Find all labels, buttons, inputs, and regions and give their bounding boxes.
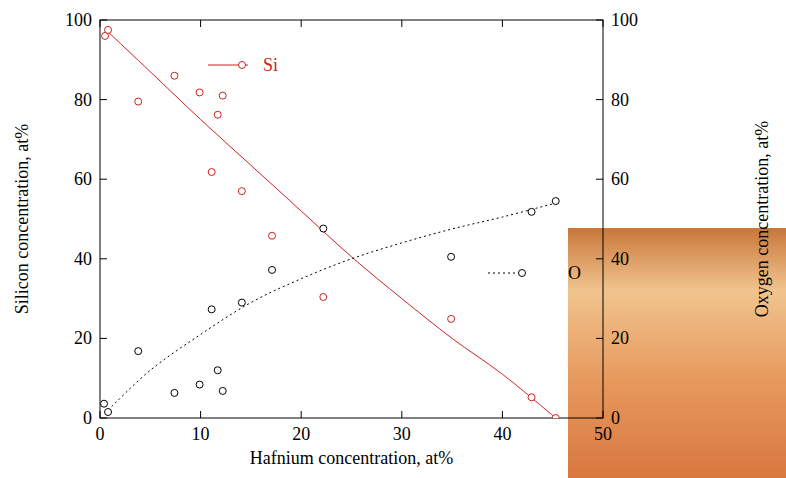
x-tick	[200, 20, 201, 27]
x-tick	[301, 20, 302, 27]
y-axis-title: Silicon concentration, at%	[12, 124, 32, 314]
x-tick	[200, 411, 201, 418]
x-tick	[502, 411, 503, 418]
data-point	[238, 299, 245, 306]
data-point	[320, 225, 327, 232]
data-point	[101, 400, 108, 407]
data-point	[196, 89, 203, 96]
y-tick-label: 20	[74, 328, 92, 348]
y-tick-label: 0	[83, 408, 92, 428]
x-tick	[502, 20, 503, 27]
y-tick	[100, 99, 107, 100]
x-tick	[100, 411, 101, 418]
data-point	[135, 348, 142, 355]
y2-tick-label: 0	[611, 408, 620, 428]
data-point	[105, 26, 112, 33]
y2-tick-label: 80	[611, 90, 629, 110]
legend-label: Si	[263, 55, 278, 75]
fit-curve	[108, 32, 556, 418]
x-tick-label: 30	[393, 424, 411, 444]
x-axis-title: Hafnium concentration, at%	[250, 448, 453, 468]
data-point	[219, 387, 226, 394]
data-point	[208, 169, 215, 176]
legend-label: O	[568, 263, 581, 283]
plot-frame	[100, 20, 603, 418]
x-tick	[603, 20, 604, 27]
y-tick	[100, 258, 107, 259]
y-tick-label: 60	[74, 169, 92, 189]
y-tick	[100, 20, 107, 21]
data-point	[171, 389, 178, 396]
x-tick-label: 50	[594, 424, 612, 444]
data-point	[552, 415, 559, 419]
data-point	[105, 409, 112, 416]
y2-tick-label: 100	[611, 10, 638, 30]
legend-marker	[239, 62, 246, 69]
y2-tick	[596, 99, 603, 100]
y2-tick	[596, 179, 603, 180]
x-tick-label: 20	[292, 424, 310, 444]
x-tick	[401, 411, 402, 418]
legend-entry: O	[488, 263, 581, 283]
plot-marks	[101, 26, 560, 418]
y2-tick-label: 20	[611, 328, 629, 348]
x-tick-label: 0	[96, 424, 105, 444]
y2-tick	[596, 20, 603, 21]
data-point	[171, 72, 178, 79]
legend-marker	[519, 270, 526, 277]
y2-tick	[596, 258, 603, 259]
y2-axis-title: Oxygen concentration, at%	[752, 121, 772, 317]
data-point	[448, 315, 455, 322]
x-tick	[603, 411, 604, 418]
data-point	[448, 253, 455, 260]
y2-tick-label: 40	[611, 249, 629, 269]
chart: 01020304050020406080100020406080100Hafni…	[0, 0, 786, 478]
data-point	[320, 294, 327, 301]
data-point	[238, 188, 245, 195]
data-point	[196, 381, 203, 388]
data-point	[269, 266, 276, 273]
data-point	[528, 394, 535, 401]
data-point	[269, 232, 276, 239]
x-tick	[301, 411, 302, 418]
y2-tick	[596, 338, 603, 339]
y2-tick	[596, 418, 603, 419]
y-tick	[100, 418, 107, 419]
data-point	[552, 198, 559, 205]
x-tick	[401, 20, 402, 27]
y2-tick-label: 60	[611, 169, 629, 189]
x-tick	[100, 20, 101, 27]
y-tick	[100, 338, 107, 339]
data-point	[528, 208, 535, 215]
data-point	[214, 111, 221, 118]
data-point	[208, 306, 215, 313]
data-point	[219, 92, 226, 99]
y-tick-label: 100	[65, 10, 92, 30]
y-tick-label: 40	[74, 249, 92, 269]
fit-curve	[108, 203, 556, 410]
x-tick-label: 10	[192, 424, 210, 444]
data-point	[214, 367, 221, 374]
legend-entry: Si	[208, 55, 278, 75]
y-tick-label: 80	[74, 90, 92, 110]
y-tick	[100, 179, 107, 180]
data-point	[135, 98, 142, 105]
x-tick-label: 40	[493, 424, 511, 444]
